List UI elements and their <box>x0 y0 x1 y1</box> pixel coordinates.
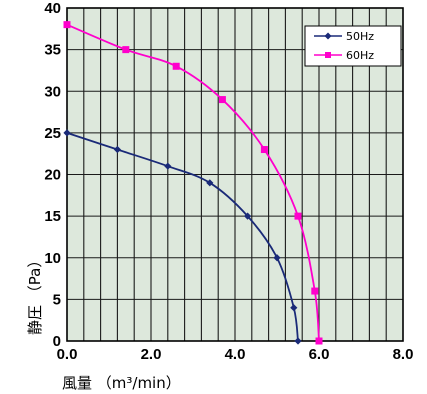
data-point-60hz <box>311 287 319 295</box>
series-line-50hz <box>66 132 299 342</box>
y-tick-label: 10 <box>44 250 61 267</box>
data-point-60hz <box>218 96 226 104</box>
y-tick-label: 0 <box>53 333 61 350</box>
data-point-50hz <box>290 304 298 312</box>
data-point-60hz <box>315 337 323 345</box>
data-point-60hz <box>260 146 268 154</box>
plot-area-frame <box>66 7 404 342</box>
x-tick-label: 2.0 <box>141 346 162 363</box>
data-point-60hz <box>122 46 130 54</box>
data-point-50hz <box>113 145 121 154</box>
y-tick-label: 5 <box>53 291 61 308</box>
y-tick-label: 30 <box>44 83 61 100</box>
series-line-60hz <box>66 23 320 342</box>
y-tick-label: 25 <box>44 125 61 142</box>
data-point-50hz <box>63 129 71 137</box>
y-tick-label: 35 <box>44 42 61 59</box>
y-tick-label: 15 <box>44 208 61 225</box>
data-point-50hz <box>164 162 172 170</box>
legend-label-50hz: 50Hz <box>346 30 374 43</box>
legend-marker-50hz <box>324 32 332 40</box>
legend-label-60hz: 60Hz <box>346 49 374 62</box>
x-tick-label: 8.0 <box>393 346 414 363</box>
x-tick-label: 0.0 <box>57 346 78 363</box>
x-tick-label: 4.0 <box>225 346 246 363</box>
x-axis-label: 風量 （m³/min） <box>62 374 181 392</box>
y-tick-label: 20 <box>44 167 61 184</box>
x-axis-tick-labels: 0.0 2.0 4.0 6.0 8.0 <box>57 346 414 363</box>
y-axis-tick-labels: 0 5 10 15 20 25 30 35 40 <box>44 0 61 350</box>
series-lines <box>63 21 323 345</box>
data-point-60hz <box>172 62 180 70</box>
data-point-50hz <box>206 179 214 187</box>
legend-box <box>304 25 402 67</box>
legend-marker-60hz <box>325 52 331 58</box>
y-tick-label: 40 <box>44 0 61 17</box>
y-axis-label: 静圧 （Pa） <box>26 253 44 335</box>
data-point-50hz <box>244 212 252 220</box>
data-point-60hz <box>63 21 71 29</box>
x-tick-label: 6.0 <box>309 346 330 363</box>
data-point-50hz <box>273 254 281 262</box>
legend: 50Hz 60Hz <box>304 25 402 67</box>
data-point-50hz <box>294 337 302 345</box>
data-point-60hz <box>294 212 302 220</box>
